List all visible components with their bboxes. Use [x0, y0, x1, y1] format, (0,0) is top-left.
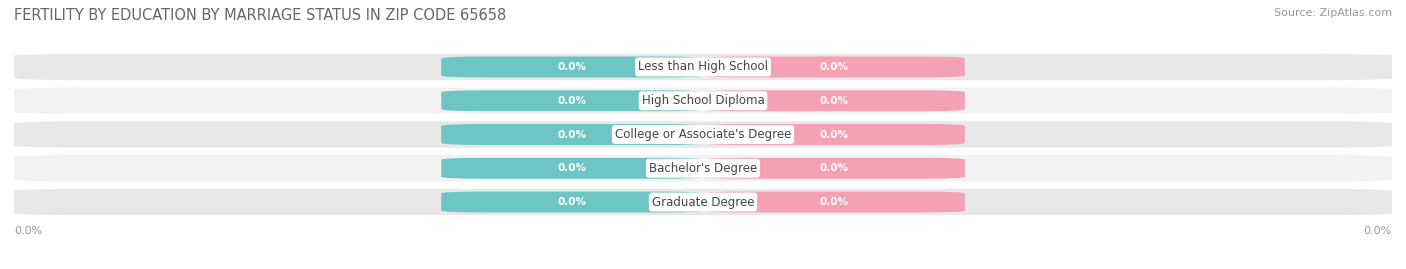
Text: Bachelor's Degree: Bachelor's Degree [650, 162, 756, 175]
FancyBboxPatch shape [703, 158, 965, 179]
FancyBboxPatch shape [0, 155, 1406, 181]
Text: 0.0%: 0.0% [1364, 226, 1392, 236]
Text: Source: ZipAtlas.com: Source: ZipAtlas.com [1274, 8, 1392, 18]
FancyBboxPatch shape [703, 124, 965, 145]
Text: 0.0%: 0.0% [820, 163, 848, 173]
FancyBboxPatch shape [703, 192, 965, 213]
Text: 0.0%: 0.0% [14, 226, 42, 236]
Text: 0.0%: 0.0% [558, 62, 586, 72]
Text: 0.0%: 0.0% [558, 163, 586, 173]
Text: 0.0%: 0.0% [820, 62, 848, 72]
Text: FERTILITY BY EDUCATION BY MARRIAGE STATUS IN ZIP CODE 65658: FERTILITY BY EDUCATION BY MARRIAGE STATU… [14, 8, 506, 23]
Text: 0.0%: 0.0% [558, 96, 586, 106]
FancyBboxPatch shape [0, 54, 1406, 80]
Text: Less than High School: Less than High School [638, 61, 768, 73]
FancyBboxPatch shape [441, 192, 703, 213]
Text: Graduate Degree: Graduate Degree [652, 196, 754, 208]
Text: College or Associate's Degree: College or Associate's Degree [614, 128, 792, 141]
Text: 0.0%: 0.0% [558, 197, 586, 207]
Text: 0.0%: 0.0% [820, 129, 848, 140]
FancyBboxPatch shape [441, 56, 703, 77]
Text: 0.0%: 0.0% [558, 129, 586, 140]
Text: 0.0%: 0.0% [820, 197, 848, 207]
FancyBboxPatch shape [441, 124, 703, 145]
FancyBboxPatch shape [0, 189, 1406, 215]
FancyBboxPatch shape [441, 90, 703, 111]
FancyBboxPatch shape [0, 121, 1406, 148]
FancyBboxPatch shape [703, 90, 965, 111]
FancyBboxPatch shape [441, 158, 703, 179]
FancyBboxPatch shape [703, 56, 965, 77]
FancyBboxPatch shape [0, 88, 1406, 114]
Text: 0.0%: 0.0% [820, 96, 848, 106]
Text: High School Diploma: High School Diploma [641, 94, 765, 107]
